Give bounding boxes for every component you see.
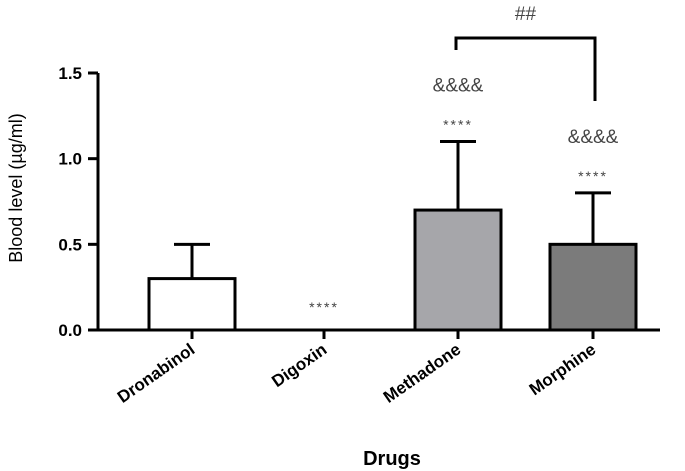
- y-tick-label: 0.0: [58, 321, 82, 340]
- x-tick-label: Digoxin: [268, 340, 330, 391]
- x-tick-label: Morphine: [526, 340, 600, 399]
- significance-stars: ****: [578, 168, 608, 184]
- y-tick-label: 0.5: [58, 235, 82, 254]
- significance-stars: ****: [443, 117, 473, 133]
- bars: [147, 140, 638, 332]
- x-axis-title: Drugs: [363, 448, 421, 470]
- significance-stars: ****: [309, 299, 339, 315]
- bar-morphine: [548, 242, 638, 332]
- x-tick-label: Methadone: [380, 340, 464, 407]
- bar-methadone: [413, 208, 503, 332]
- annotations: **** &&&& **** &&&& **** ##: [309, 4, 619, 315]
- significance-ampersands: &&&&: [568, 127, 619, 148]
- y-axis: 0.0 0.5 1.0 1.5: [58, 64, 100, 340]
- bracket-label: ##: [515, 4, 537, 25]
- comparison-bracket: [454, 36, 597, 101]
- x-tick-label: Dronabinol: [114, 340, 198, 407]
- bar-dronabinol: [147, 277, 237, 332]
- x-axis: Dronabinol Digoxin Methadone Morphine: [98, 328, 660, 407]
- y-tick-label: 1.5: [58, 64, 82, 83]
- y-tick-label: 1.0: [58, 150, 82, 169]
- significance-ampersands: &&&&: [433, 76, 484, 97]
- y-axis-title: Blood level (µg/ml): [6, 113, 26, 262]
